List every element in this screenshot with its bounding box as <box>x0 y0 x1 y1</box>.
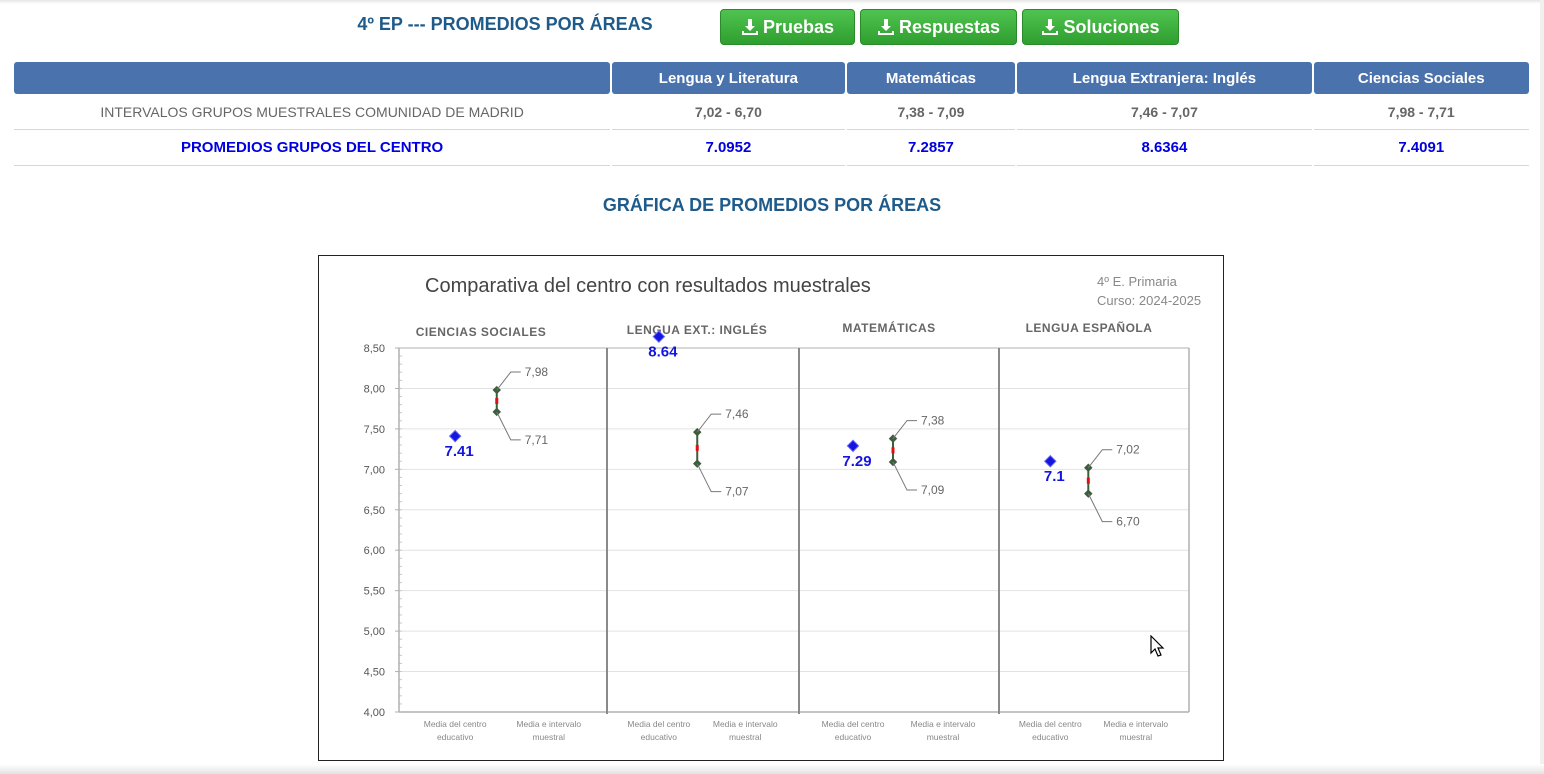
x-category-label: Media e intervalo <box>1103 719 1168 729</box>
chart-subtitle: Curso: 2024-2025 <box>1097 293 1201 308</box>
panel-title: LENGUA EXT.: INGLÉS <box>627 322 767 337</box>
respuestas-button-label: Respuestas <box>898 16 1001 37</box>
panel-title: MATEMÁTICAS <box>842 320 935 335</box>
soluciones-download-button[interactable]: Soluciones <box>1022 9 1179 45</box>
high-callout-line <box>496 371 521 391</box>
interval-low-label: 7,71 <box>525 433 549 447</box>
center-mean-point <box>652 330 666 344</box>
comparison-chart: Comparativa del centro con resultados mu… <box>318 255 1224 761</box>
download-icon <box>877 19 894 35</box>
y-tick-label: 5,50 <box>364 586 385 598</box>
table-cell: 8.6364 <box>1017 130 1312 166</box>
interval-low-label: 7,07 <box>725 485 749 499</box>
x-category-label: muestral <box>729 732 762 742</box>
column-header-sociales: Ciencias Sociales <box>1313 62 1529 94</box>
table-row: INTERVALOS GRUPOS MUESTRALES COMUNIDAD D… <box>14 94 1529 130</box>
x-category-label: Media e intervalo <box>516 719 581 729</box>
chart-section-title: GRÁFICA DE PROMEDIOS POR ÁREAS <box>602 195 942 215</box>
column-header-blank <box>14 62 611 94</box>
areas-table: Lengua y Literatura Matemáticas Lengua E… <box>12 62 1531 166</box>
x-category-label: muestral <box>1120 732 1153 742</box>
panel-title: LENGUA ESPAÑOLA <box>1026 320 1153 335</box>
interval-high-point <box>492 385 502 395</box>
center-mean-point <box>1043 454 1057 468</box>
x-category-label: Media del centro <box>424 719 487 729</box>
top-shade <box>0 0 1544 4</box>
interval-low-label: 6,70 <box>1116 515 1140 529</box>
bottom-shade <box>0 764 1544 774</box>
y-tick-label: 7,50 <box>364 424 385 436</box>
x-category-label: Media del centro <box>1019 719 1082 729</box>
table-cell: 7,02 - 6,70 <box>612 94 845 130</box>
y-tick-label: 4,00 <box>364 707 385 719</box>
y-tick-label: 5,00 <box>364 626 385 638</box>
center-mean-label: 7.29 <box>842 453 871 470</box>
table-cell: 7,46 - 7,07 <box>1017 94 1312 130</box>
interval-high-label: 7,98 <box>525 365 549 379</box>
table-header-row: Lengua y Literatura Matemáticas Lengua E… <box>14 62 1529 94</box>
chart-subtitle: 4º E. Primaria <box>1097 274 1178 289</box>
chart-title: Comparativa del centro con resultados mu… <box>425 275 871 297</box>
interval-high-label: 7,38 <box>921 414 945 428</box>
column-header-matematicas: Matemáticas <box>846 62 1016 94</box>
soluciones-button-label: Soluciones <box>1063 16 1160 37</box>
center-mean-label: 8.64 <box>648 344 678 361</box>
y-tick-label: 8,50 <box>364 343 385 355</box>
low-callout-line <box>496 411 521 441</box>
x-category-label: Media del centro <box>822 719 885 729</box>
center-mean-point <box>448 429 462 443</box>
interval-high-label: 7,46 <box>725 407 749 421</box>
table-cell: 7.2857 <box>846 130 1016 166</box>
high-callout-line <box>696 413 722 433</box>
x-category-label: educativo <box>641 732 678 742</box>
table-cell: 7.0952 <box>612 130 845 166</box>
pruebas-button-label: Pruebas <box>762 16 835 37</box>
x-category-label: Media e intervalo <box>713 719 778 729</box>
download-icon <box>1042 19 1059 35</box>
table-row: PROMEDIOS GRUPOS DEL CENTRO 7.0952 7.285… <box>14 130 1529 166</box>
interval-low-label: 7,09 <box>921 483 945 497</box>
interval-low-point <box>888 457 898 467</box>
mouse-cursor-icon <box>1150 635 1165 657</box>
x-category-label: educativo <box>835 732 872 742</box>
x-category-label: educativo <box>1032 732 1069 742</box>
column-header-lengua: Lengua y Literatura <box>612 62 845 94</box>
row-label: INTERVALOS GRUPOS MUESTRALES COMUNIDAD D… <box>14 94 611 130</box>
low-callout-line <box>696 463 722 493</box>
center-mean-point <box>846 439 860 453</box>
low-callout-line <box>892 461 917 491</box>
center-mean-label: 7.41 <box>445 443 474 460</box>
interval-low-point <box>492 407 502 417</box>
high-callout-line <box>1087 449 1113 469</box>
table-cell: 7.4091 <box>1313 130 1529 166</box>
x-category-label: muestral <box>927 732 960 742</box>
respuestas-download-button[interactable]: Respuestas <box>860 9 1017 45</box>
y-tick-label: 6,00 <box>364 545 385 557</box>
panel-title: CIENCIAS SOCIALES <box>416 325 547 339</box>
interval-high-label: 7,02 <box>1116 443 1140 457</box>
table-cell: 7,38 - 7,09 <box>846 94 1016 130</box>
low-callout-line <box>1087 493 1113 523</box>
y-tick-label: 6,50 <box>364 505 385 517</box>
download-icon <box>741 19 758 35</box>
center-mean-label: 7.1 <box>1044 468 1065 485</box>
row-label: PROMEDIOS GRUPOS DEL CENTRO <box>14 130 611 166</box>
column-header-ingles: Lengua Extranjera: Inglés <box>1017 62 1312 94</box>
x-category-label: muestral <box>532 732 565 742</box>
y-tick-label: 7,00 <box>364 464 385 476</box>
x-category-label: Media e intervalo <box>911 719 976 729</box>
scrollbar-track[interactable] <box>1540 0 1544 774</box>
x-category-label: Media del centro <box>627 719 690 729</box>
y-tick-label: 8,00 <box>364 383 385 395</box>
high-callout-line <box>892 420 917 439</box>
x-category-label: educativo <box>437 732 474 742</box>
page-title: 4º EP --- PROMEDIOS POR ÁREAS <box>357 14 653 34</box>
y-tick-label: 4,50 <box>364 667 385 679</box>
chart-svg: Comparativa del centro con resultados mu… <box>364 274 1202 742</box>
pruebas-download-button[interactable]: Pruebas <box>720 9 855 45</box>
table-cell: 7,98 - 7,71 <box>1313 94 1529 130</box>
